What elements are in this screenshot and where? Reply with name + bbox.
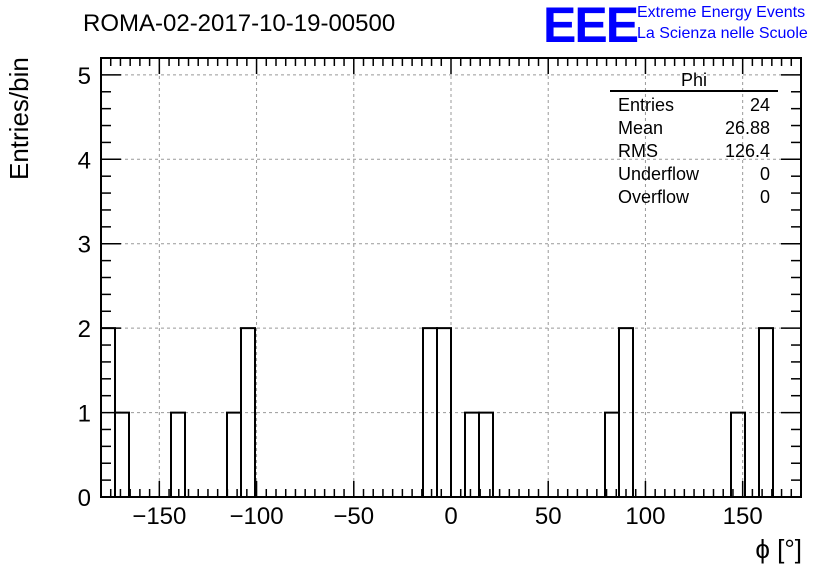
histogram-bin — [758, 327, 774, 497]
histogram-bin — [114, 411, 130, 497]
histogram-bin — [618, 327, 634, 497]
x-tick-label: 150 — [723, 503, 763, 530]
stats-value: 24 — [749, 95, 770, 115]
histogram-bin — [226, 411, 242, 497]
histogram-bin — [170, 411, 186, 497]
stats-label: Entries — [618, 95, 675, 115]
stats-row: RMS 126.4 — [610, 140, 778, 163]
stats-label: Underflow — [618, 164, 700, 184]
x-tick-label: −50 — [333, 503, 374, 530]
y-tick-label: 3 — [78, 232, 91, 259]
histogram-bin — [478, 411, 494, 497]
y-axis-label: Entries/bin — [4, 57, 34, 180]
stats-value: 0 — [759, 187, 770, 207]
tagline-line2: La Scienza nelle Scuole — [637, 25, 808, 42]
x-tick-label: −100 — [230, 503, 284, 530]
y-tick-label: 0 — [78, 485, 91, 512]
y-tick-label: 5 — [78, 63, 91, 90]
y-tick-label: 4 — [78, 147, 91, 174]
histogram-bin — [730, 411, 746, 497]
x-tick-label: −150 — [132, 503, 186, 530]
stats-row: Overflow 0 — [610, 186, 778, 209]
stats-value: 126.4 — [724, 141, 770, 161]
stats-row: Entries 24 — [610, 94, 778, 117]
x-tick-label: 50 — [535, 503, 562, 530]
chart-title: ROMA-02-2017-10-19-00500 — [83, 10, 396, 37]
stats-row: Mean 26.88 — [610, 117, 778, 140]
histogram-bin — [464, 411, 480, 497]
histogram-bin — [436, 327, 452, 497]
stats-title: Phi — [610, 70, 778, 92]
stats-label: Overflow — [618, 187, 690, 207]
stats-value: 26.88 — [724, 118, 770, 138]
y-tick-label: 1 — [78, 401, 91, 428]
stats-row: Underflow 0 — [610, 163, 778, 186]
histogram-bin — [604, 411, 620, 497]
x-tick-label: 100 — [625, 503, 665, 530]
stats-label: Mean — [618, 118, 664, 138]
stats-label: RMS — [618, 141, 658, 161]
stats-value: 0 — [759, 164, 770, 184]
y-tick-label: 2 — [78, 316, 91, 343]
eee-logo: EEE — [543, 0, 639, 53]
stats-box: Phi Entries 24 Mean 26.88 RMS 126.4 Underfl… — [610, 70, 778, 209]
x-tick-label: 0 — [444, 503, 457, 530]
histogram-bin — [240, 327, 256, 497]
tagline-line1: Extreme Energy Events — [637, 4, 806, 21]
x-axis-label: ϕ [°] — [755, 534, 802, 564]
